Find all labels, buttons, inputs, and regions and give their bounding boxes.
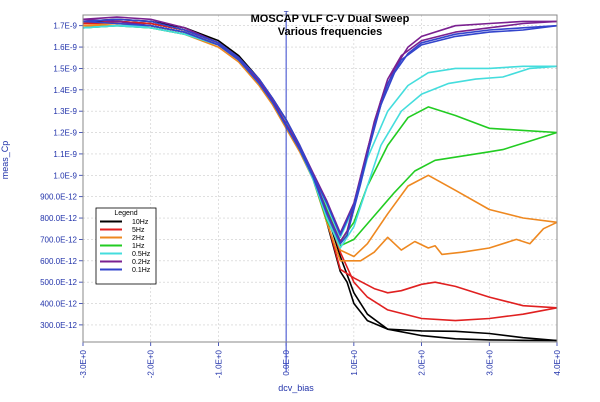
grid <box>82 15 558 342</box>
y-tick-label: 700.0E-12 <box>40 235 77 244</box>
y-axis-label: meas_Cp <box>0 141 10 180</box>
legend-item-label: 10Hz <box>132 219 149 226</box>
legend-item-label: 2Hz <box>132 235 145 242</box>
y-tick-label: 1.5E-9 <box>53 64 77 73</box>
x-tick-label: 4.0E+0 <box>553 349 562 375</box>
series-line-0p1Hz-forward <box>82 18 558 236</box>
y-tick-label: 400.0E-12 <box>40 300 77 309</box>
y-axis-ticks: 1.7E-9 1.6E-9 1.5E-9 1.4E-9 1.3E-9 1.2E-9 1.1E… <box>40 22 83 330</box>
chart-title: MOSCAP VLF C-V Dual Sweep <box>251 13 410 25</box>
series-line-0p1Hz-reverse <box>82 20 558 245</box>
x-axis-label: dcv_bias <box>278 383 314 393</box>
legend-item-label: 0.5Hz <box>132 251 151 258</box>
y-tick-label: 1.0E-9 <box>53 171 77 180</box>
y-tick-label: 1.6E-9 <box>53 43 77 52</box>
x-tick-label: -2.0E+0 <box>147 349 156 378</box>
plot-frame <box>82 14 558 343</box>
y-tick-label: 600.0E-12 <box>40 257 77 266</box>
legend-item-label: 1Hz <box>132 243 145 250</box>
y-tick-label: 800.0E-12 <box>40 214 77 223</box>
y-tick-label: 1.7E-9 <box>53 22 77 31</box>
y-tick-label: 1.4E-9 <box>53 86 77 95</box>
y-tick-label: 1.3E-9 <box>53 107 77 116</box>
series-lines <box>82 16 558 342</box>
x-tick-label: 2.0E+0 <box>418 349 427 375</box>
legend-item-label: 0.2Hz <box>132 259 151 266</box>
chart-subtitle: Various frequencies <box>278 26 383 38</box>
legend-item-label: 5Hz <box>132 227 145 234</box>
x-tick-label: 1.0E+0 <box>350 349 359 375</box>
x-tick-label: -3.0E+0 <box>79 349 88 378</box>
y-tick-label: 500.0E-12 <box>40 278 77 287</box>
y-tick-label: 900.0E-12 <box>40 193 77 202</box>
y-tick-label: 1.1E-9 <box>53 150 77 159</box>
series-line-2Hz-reverse <box>83 24 558 262</box>
y-tick-label: 1.2E-9 <box>53 129 77 138</box>
legend-title: Legend <box>114 210 137 217</box>
legend-item-label: 0.1Hz <box>132 267 151 274</box>
x-tick-label: -1.0E+0 <box>214 349 223 378</box>
x-tick-label: 3.0E+0 <box>485 349 494 375</box>
y-tick-label: 300.0E-12 <box>40 321 77 330</box>
